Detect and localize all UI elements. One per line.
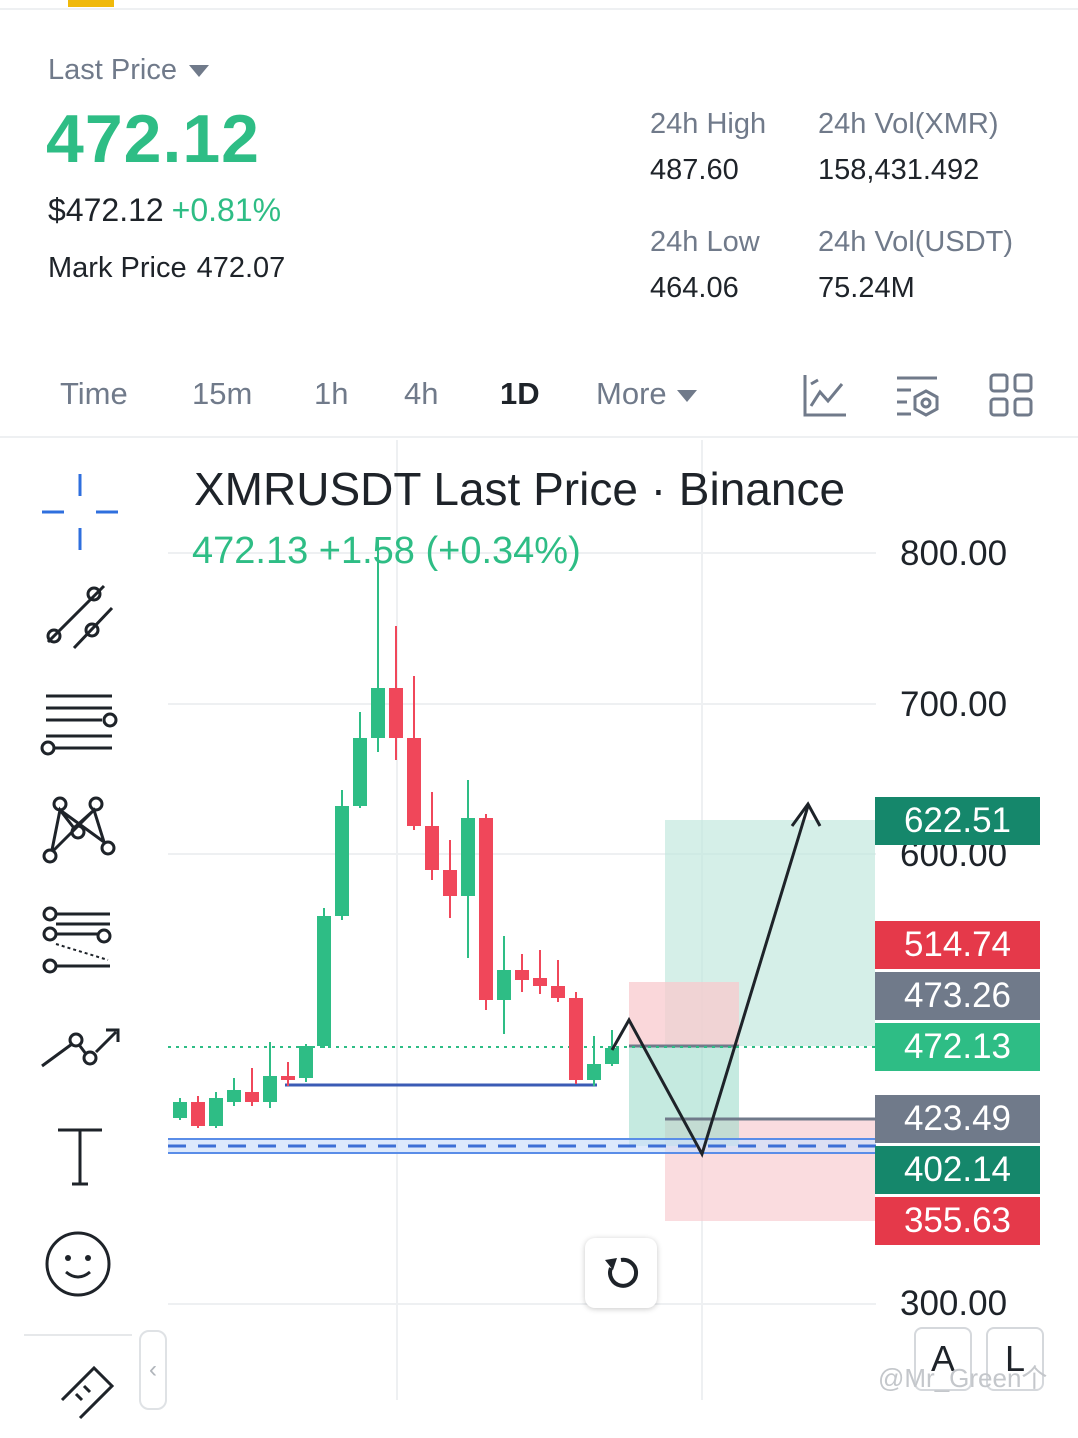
log-scale-button[interactable]: L <box>986 1327 1044 1391</box>
layout-grid-icon[interactable] <box>986 370 1036 420</box>
projection-icon[interactable] <box>38 1012 122 1096</box>
axis-label-700: 700.00 <box>900 685 1008 724</box>
ruler-icon[interactable] <box>38 1354 122 1438</box>
mark-price-label: Mark Price <box>48 252 187 284</box>
candle-body <box>461 818 475 896</box>
candle-body <box>245 1092 259 1102</box>
caret-down-icon <box>676 389 697 402</box>
tab-more-label: More <box>596 376 667 411</box>
tab-4h[interactable]: 4h <box>404 376 439 411</box>
vol-base-value: 158,431.492 <box>818 154 980 186</box>
price-tag-support: 402.14 <box>875 1146 1040 1194</box>
watermark-text: @Mr_Green个 <box>878 1363 1048 1393</box>
usd-price-line: $472.12 +0.81% <box>48 192 281 229</box>
price-tag-red-upper: 514.74 <box>875 921 1040 969</box>
candle-body <box>281 1076 295 1080</box>
drawing-toolbar <box>0 440 160 1420</box>
tab-time[interactable]: Time <box>60 376 128 411</box>
caret-down-icon <box>188 65 209 78</box>
candle-body <box>191 1102 205 1126</box>
text-icon[interactable] <box>38 1114 122 1198</box>
price-tag-last: 472.13 <box>875 1023 1040 1071</box>
last-price-selector[interactable]: Last Price <box>48 54 209 87</box>
candle-body <box>479 818 493 1000</box>
mark-price-value: 472.07 <box>196 252 286 284</box>
candle-body <box>173 1102 187 1118</box>
price-tag-long-entry: 423.49 <box>875 1095 1040 1143</box>
axis-label-800: 800.00 <box>900 534 1008 573</box>
candle-body <box>209 1098 223 1126</box>
candle-body <box>407 738 421 826</box>
axis-label-300: 300.00 <box>900 1284 1008 1323</box>
candle-body <box>587 1064 601 1080</box>
candle-body <box>335 806 349 916</box>
price-tag-stop-loss: 355.63 <box>875 1197 1040 1245</box>
vol-base-label: 24h Vol(XMR) <box>818 108 999 140</box>
candle-body <box>569 998 583 1080</box>
last-price-value: 472.12 <box>46 101 260 177</box>
high-label: 24h High <box>650 108 767 140</box>
tab-more[interactable]: More <box>596 376 697 412</box>
vol-quote-value: 75.24M <box>818 272 915 304</box>
candle-body <box>263 1076 277 1102</box>
candle-body <box>317 916 331 1046</box>
usd-price: $472.12 <box>48 192 164 228</box>
top-strip <box>0 0 1078 10</box>
candle-body <box>299 1046 313 1078</box>
candle-body <box>497 970 511 1000</box>
change-percent: +0.81% <box>171 192 282 228</box>
vol-quote-label: 24h Vol(USDT) <box>818 226 1014 258</box>
reset-chart-button[interactable] <box>585 1238 657 1308</box>
projection-arrowhead <box>790 801 822 827</box>
candle-body <box>515 970 529 980</box>
indicator-chart-icon[interactable] <box>800 370 850 420</box>
chart-settings-icon[interactable] <box>893 370 943 420</box>
crosshair-icon[interactable] <box>38 470 122 554</box>
price-tag-take-profit: 622.51 <box>875 797 1040 845</box>
candle-body <box>425 826 439 870</box>
last-price-label: Last Price <box>48 54 177 86</box>
high-value: 487.60 <box>650 154 739 186</box>
candle-body <box>389 688 403 738</box>
candle-body <box>533 978 547 986</box>
horizontal-lines-icon[interactable] <box>38 678 122 762</box>
short-stop-zone <box>629 982 739 1046</box>
interval-tabs: Time 15m 1h 4h 1D More <box>0 360 1078 438</box>
trendline-icon[interactable] <box>38 576 122 660</box>
tools-divider <box>24 1334 132 1336</box>
active-top-tab-indicator <box>68 0 114 7</box>
pattern-icon[interactable] <box>38 788 122 872</box>
auto-scale-button[interactable]: A <box>914 1327 972 1391</box>
chart-title: XMRUSDT Last Price · Binance <box>194 463 846 515</box>
projection-path <box>610 805 810 1158</box>
tab-1d[interactable]: 1D <box>500 376 540 411</box>
reset-icon <box>605 1257 639 1288</box>
candle-body <box>605 1048 619 1064</box>
mark-price-line: Mark Price 472.07 <box>48 252 285 285</box>
low-value: 464.06 <box>650 272 739 304</box>
candle-body <box>227 1090 241 1102</box>
tab-15m[interactable]: 15m <box>192 376 253 411</box>
fib-icon[interactable] <box>38 898 122 982</box>
collapse-toolbar-button[interactable]: ‹ <box>139 1330 167 1410</box>
tab-1h[interactable]: 1h <box>314 376 349 411</box>
price-chart[interactable] <box>160 440 1078 1400</box>
candle-body <box>353 738 367 806</box>
low-label: 24h Low <box>650 226 760 258</box>
emoji-icon[interactable] <box>38 1222 122 1306</box>
candle-body <box>551 986 565 998</box>
candle-body <box>371 688 385 738</box>
price-tag-entry: 473.26 <box>875 972 1040 1020</box>
chart-last-price-change: 472.13 +1.58 (+0.34%) <box>192 530 581 572</box>
candle-body <box>443 870 457 896</box>
short-profit-zone <box>629 1046 739 1146</box>
